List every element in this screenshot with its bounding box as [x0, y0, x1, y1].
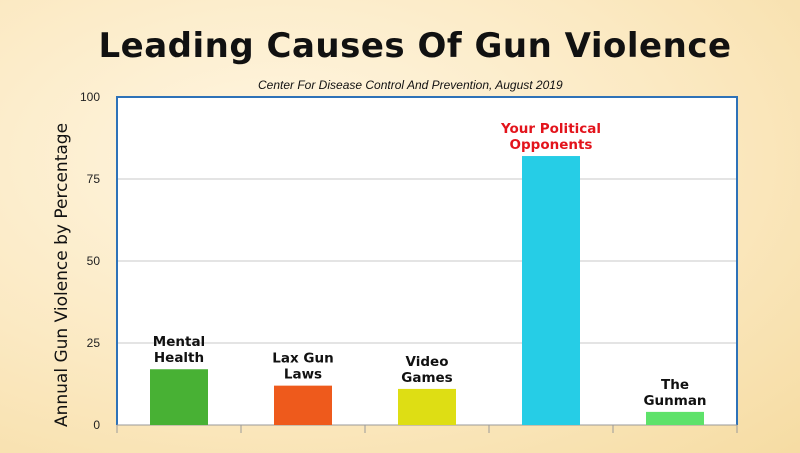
bar-label: Lax Gun — [272, 351, 333, 367]
bar-label: The — [661, 377, 689, 393]
bar — [150, 369, 208, 425]
chart-title: Leading Causes Of Gun Violence — [98, 26, 732, 66]
bar-label: Laws — [284, 367, 322, 383]
bar-label: Games — [401, 370, 452, 386]
y-tick-label: 100 — [80, 90, 100, 104]
bar — [646, 411, 704, 425]
y-tick-label: 25 — [87, 336, 101, 350]
y-tick-label: 0 — [93, 418, 100, 432]
bar — [522, 156, 580, 426]
bar — [398, 388, 456, 425]
y-tick-label: 75 — [87, 172, 101, 186]
y-tick-label: 50 — [87, 254, 101, 268]
bar-label: Your Political — [500, 121, 601, 137]
axis-frame — [116, 96, 738, 425]
chart-subtitle: Center For Disease Control And Preventio… — [258, 78, 563, 92]
bar-label: Mental — [153, 334, 205, 350]
bar-label: Health — [154, 350, 204, 366]
y-axis-label: Annual Gun Violence by Percentage — [52, 123, 72, 427]
bar-label: Opponents — [510, 137, 593, 153]
bar-label: Gunman — [643, 393, 706, 409]
bar-label: Video — [406, 354, 449, 370]
bar — [274, 385, 332, 425]
